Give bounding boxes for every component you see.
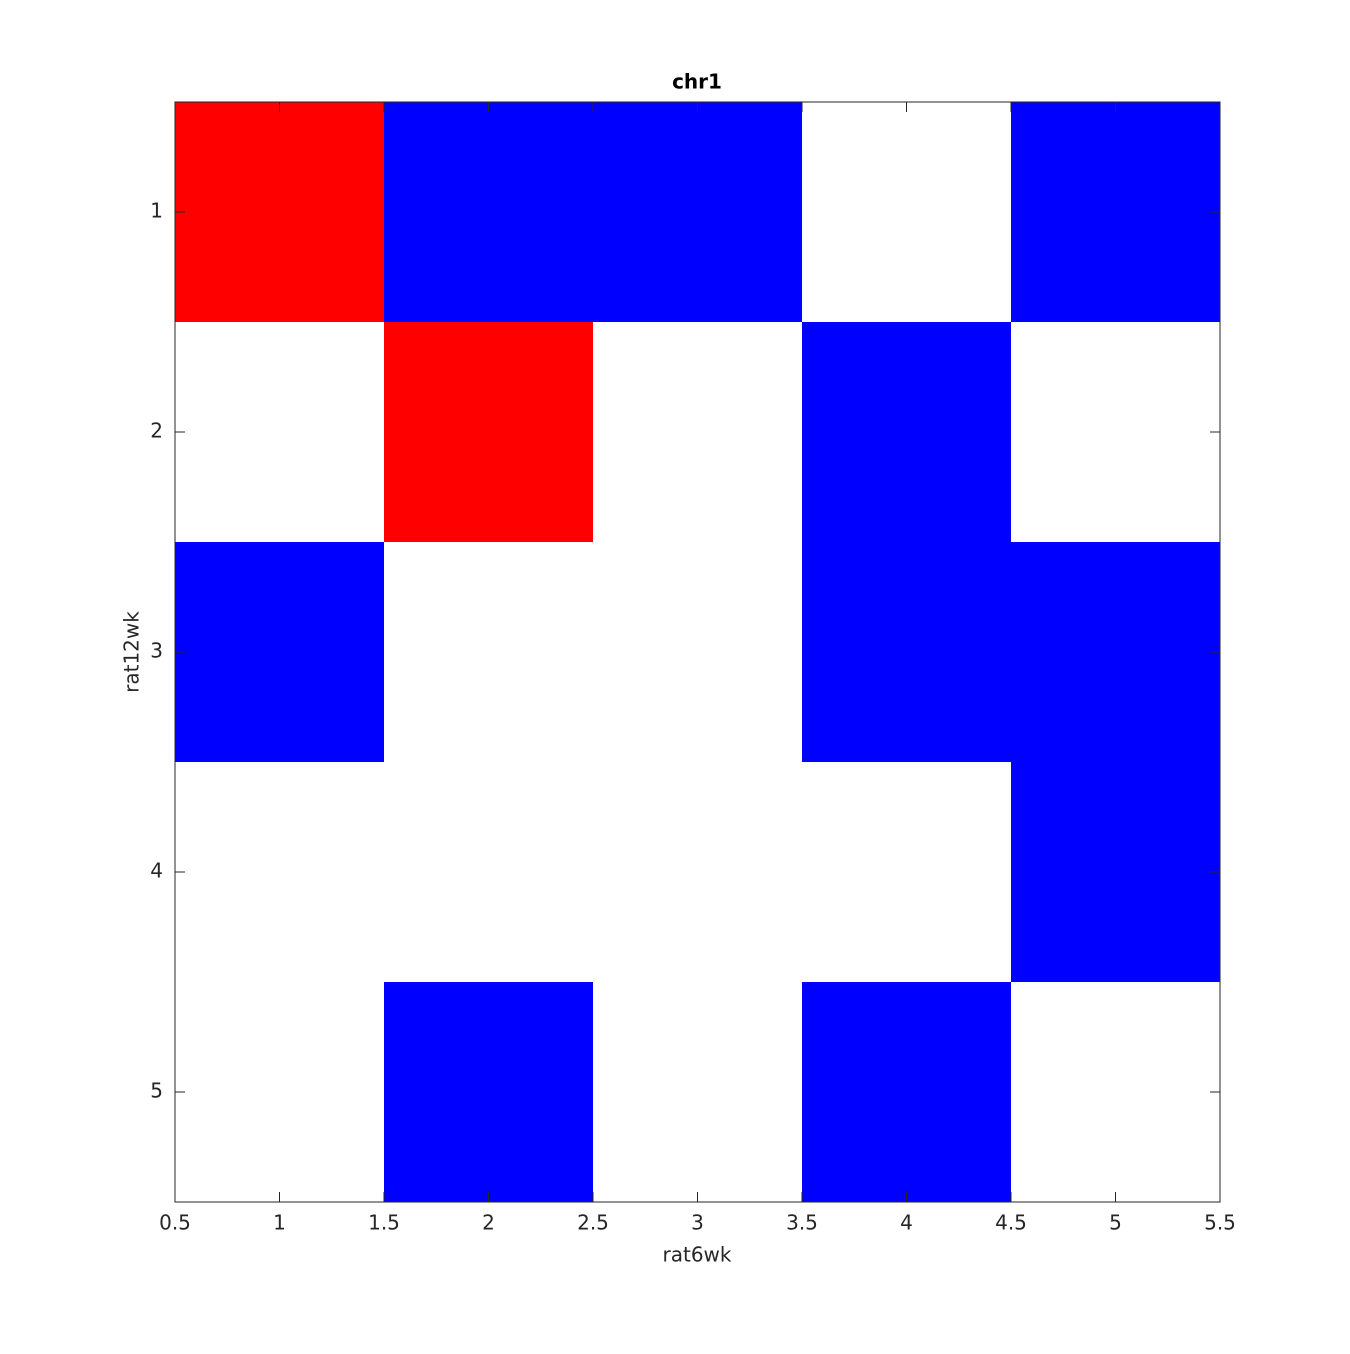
cell	[384, 762, 593, 982]
cell	[384, 102, 593, 322]
cell	[1011, 322, 1220, 542]
x-tick-label: 2.5	[577, 1211, 609, 1235]
cell	[593, 322, 802, 542]
cell	[1011, 542, 1220, 762]
cell	[1011, 982, 1220, 1202]
y-tick-label: 1	[150, 199, 163, 223]
x-tick-label: 3	[691, 1211, 704, 1235]
cell	[1011, 102, 1220, 322]
x-tick-label: 5.5	[1204, 1211, 1236, 1235]
cell	[384, 322, 593, 542]
cell	[593, 102, 802, 322]
cell	[175, 762, 384, 982]
cell	[593, 542, 802, 762]
x-tick-label: 0.5	[159, 1211, 191, 1235]
chart-title: chr1	[672, 70, 722, 94]
y-axis-label: rat12wk	[120, 611, 144, 693]
x-tick-label: 1	[273, 1211, 286, 1235]
x-tick-label: 1.5	[368, 1211, 400, 1235]
cell	[802, 102, 1011, 322]
x-tick-label: 3.5	[786, 1211, 818, 1235]
cell	[1011, 762, 1220, 982]
cell	[175, 982, 384, 1202]
x-tick-label: 5	[1109, 1211, 1122, 1235]
x-tick-label: 4.5	[995, 1211, 1027, 1235]
cell	[593, 982, 802, 1202]
cell	[802, 322, 1011, 542]
cell	[802, 542, 1011, 762]
cell	[175, 542, 384, 762]
x-axis-label: rat6wk	[663, 1243, 732, 1267]
cell	[802, 982, 1011, 1202]
cell	[593, 762, 802, 982]
y-tick-label: 4	[150, 859, 163, 883]
cell	[175, 322, 384, 542]
y-tick-label: 2	[150, 419, 163, 443]
cell	[384, 982, 593, 1202]
x-tick-label: 4	[900, 1211, 913, 1235]
cell	[384, 542, 593, 762]
cell	[802, 762, 1011, 982]
y-tick-label: 5	[150, 1079, 163, 1103]
cell	[175, 102, 384, 322]
y-tick-label: 3	[150, 639, 163, 663]
x-tick-label: 2	[482, 1211, 495, 1235]
